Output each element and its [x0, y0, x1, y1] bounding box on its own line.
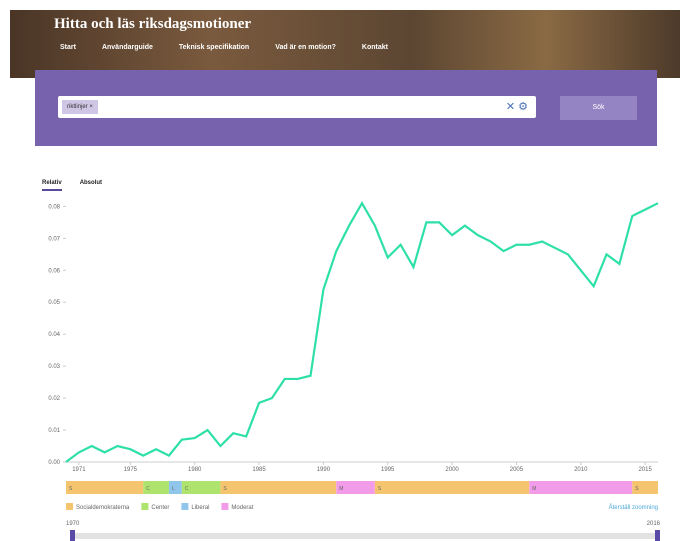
legend-swatch: [141, 503, 148, 510]
segment-label: C: [146, 486, 150, 492]
chart: 0.00 0.01 0.02 0.03 0.04 0.05 0.06 0.07 0.08 1971…: [0, 0, 690, 541]
y-tick-label: 0.02: [48, 396, 60, 402]
x-tick-label: 1975: [124, 467, 138, 473]
x-tick-label: 2015: [638, 467, 652, 473]
y-tick-label: 0.06: [48, 268, 60, 274]
x-tick-label: 2010: [574, 467, 588, 473]
y-tick-label: 0.08: [48, 204, 60, 210]
legend-label: Socialdemokraterna: [76, 505, 130, 511]
y-tick-label: 0.04: [48, 332, 60, 338]
range-handle[interactable]: [70, 530, 75, 541]
x-tick-label: 2005: [510, 467, 524, 473]
x-tick-label: 1971: [72, 467, 86, 473]
government-segment: [375, 481, 529, 494]
y-tick-label: 0.01: [48, 428, 60, 434]
segment-label: L: [172, 486, 175, 492]
y-tick-label: 0.07: [48, 236, 60, 242]
page: {"header":{"title":"Hitta och läs riksda…: [0, 0, 690, 541]
legend-swatch: [221, 503, 228, 510]
government-segment: [169, 481, 182, 494]
range-track: [70, 533, 660, 539]
segment-label: C: [185, 486, 189, 492]
government-segment: [220, 481, 336, 494]
x-tick-label: 1980: [188, 467, 202, 473]
legend-label: Moderat: [231, 505, 253, 511]
x-tick-label: 2000: [445, 467, 459, 473]
legend-swatch: [181, 503, 188, 510]
y-tick-label: 0.03: [48, 364, 60, 370]
range-end: 2016: [647, 521, 661, 527]
reset-link[interactable]: Återställ zoomning: [609, 504, 658, 511]
segment-label: M: [532, 486, 536, 492]
data-line: [66, 203, 658, 462]
y-tick-label: 0.05: [48, 300, 60, 306]
legend-swatch: [66, 503, 73, 510]
government-segment: [66, 481, 143, 494]
x-tick-label: 1985: [252, 467, 266, 473]
legend-label: Center: [151, 505, 169, 511]
y-tick-label: 0.00: [48, 460, 60, 466]
government-segment: [529, 481, 632, 494]
legend-label: Liberal: [191, 505, 209, 511]
range-start: 1970: [66, 521, 80, 527]
segment-label: M: [339, 486, 343, 492]
x-tick-label: 1995: [381, 467, 395, 473]
x-tick-label: 1990: [317, 467, 331, 473]
range-handle[interactable]: [655, 530, 660, 541]
